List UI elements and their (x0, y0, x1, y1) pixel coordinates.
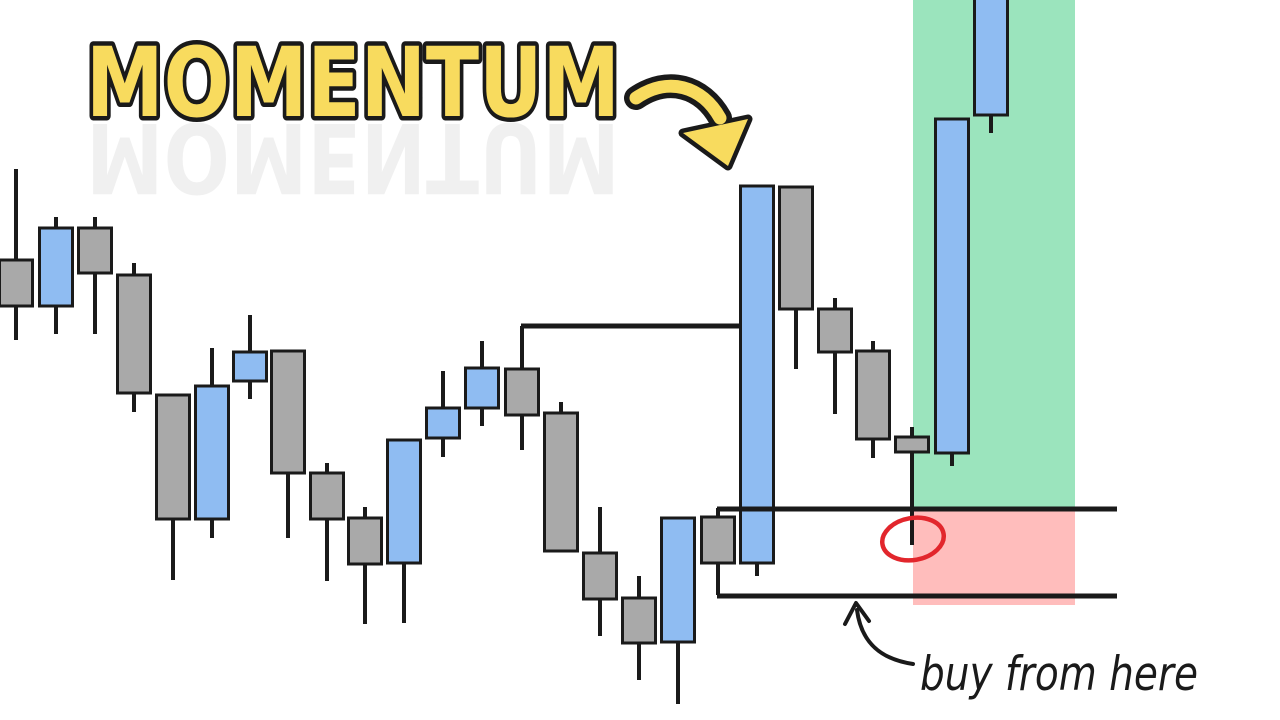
candle-body (621, 596, 657, 645)
candle-up (38, 217, 74, 334)
candle-body (973, 0, 1009, 117)
candle-down (155, 393, 191, 580)
buy-annotation: buy from here (920, 647, 1198, 702)
candle-up (739, 184, 775, 576)
candle-down (700, 508, 736, 595)
candle-body (309, 471, 345, 521)
candle-body (464, 366, 500, 410)
candle-body (855, 349, 891, 441)
candle-down (347, 507, 383, 624)
candle-up (232, 315, 268, 399)
candle-body (0, 258, 34, 308)
candle-down (504, 326, 540, 450)
candle-down (582, 507, 618, 636)
candle-down (894, 427, 930, 545)
candle-body (817, 307, 853, 354)
highlight-circle-icon (880, 515, 946, 563)
candle-down (621, 576, 657, 680)
page-title: MOMENTUM (86, 27, 620, 139)
candle-body (116, 273, 152, 395)
candle-up (934, 117, 970, 466)
candle-down (778, 185, 814, 369)
candle-body (347, 516, 383, 566)
candle-body (504, 367, 540, 417)
level-lines (521, 323, 1117, 599)
candle-up (425, 371, 461, 457)
candle-body (543, 411, 579, 553)
momentum-arrow-icon (624, 74, 753, 171)
candle-down (77, 217, 113, 334)
candle-up (660, 516, 696, 704)
candle-up (194, 348, 230, 538)
candle-body (700, 515, 736, 565)
candle-body (155, 393, 191, 521)
candle-body (38, 226, 74, 308)
candle-down (543, 402, 579, 553)
candle-down (309, 463, 345, 581)
candle-body (77, 226, 113, 275)
candle-down (0, 169, 34, 340)
candle-up (386, 438, 422, 623)
candle-down (855, 341, 891, 458)
candlestick-series (0, 0, 1009, 704)
candle-body (194, 384, 230, 521)
candle-body (425, 406, 461, 440)
candle-body (232, 350, 268, 383)
candle-up (973, 0, 1009, 133)
candle-body (739, 184, 775, 565)
candle-body (778, 185, 814, 311)
candle-up (464, 341, 500, 426)
candle-body (934, 117, 970, 455)
candle-body (270, 349, 306, 475)
candle-body (660, 516, 696, 644)
candle-down (817, 298, 853, 414)
title-reflection: MOMENTUM (86, 101, 620, 213)
candle-body (386, 438, 422, 565)
buy-arrow-icon (843, 601, 915, 666)
candle-down (270, 349, 306, 538)
candle-body (894, 435, 930, 454)
candle-down (116, 263, 152, 412)
candle-body (582, 551, 618, 601)
